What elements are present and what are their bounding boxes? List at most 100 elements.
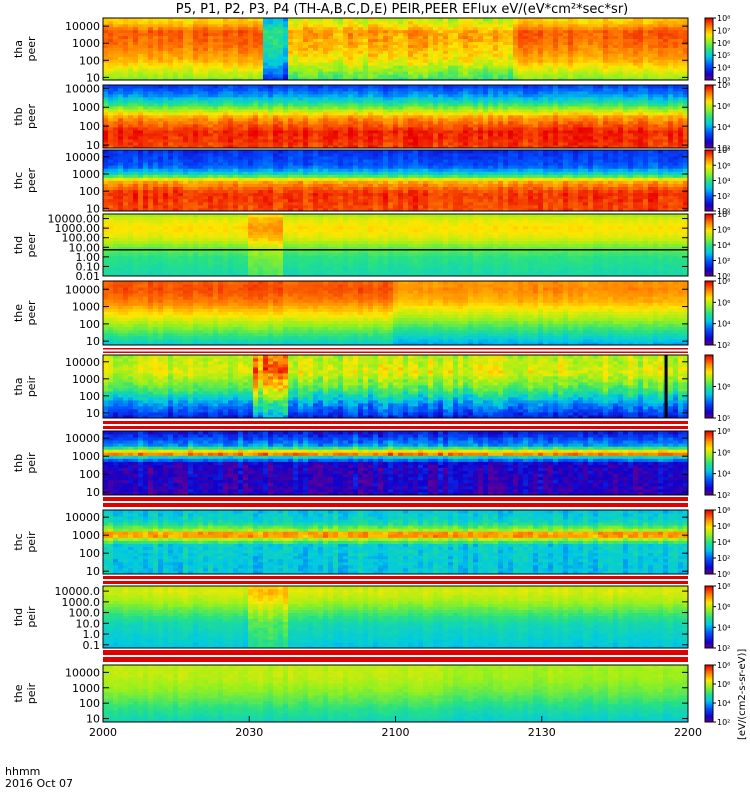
- heatmap-cell: [598, 45, 603, 48]
- heatmap-cell: [313, 124, 318, 127]
- heatmap-cell: [608, 18, 613, 21]
- heatmap-cell: [128, 139, 133, 142]
- heatmap-cell: [378, 136, 383, 139]
- heatmap-cell: [208, 30, 213, 33]
- heatmap-cell: [408, 71, 413, 74]
- heatmap-cell: [118, 112, 123, 115]
- heatmap-cell: [118, 85, 123, 88]
- heatmap-cell: [283, 68, 288, 71]
- heatmap-cell: [578, 36, 583, 39]
- heatmap-cell: [243, 45, 248, 48]
- heatmap-cell: [488, 33, 493, 36]
- heatmap-cell: [428, 124, 433, 127]
- heatmap-cell: [233, 68, 238, 71]
- heatmap-cell: [228, 33, 233, 36]
- heatmap-cell: [208, 71, 213, 74]
- heatmap-cell: [358, 112, 363, 115]
- heatmap-cell: [458, 88, 463, 91]
- heatmap-cell: [478, 68, 483, 71]
- heatmap-cell: [603, 62, 608, 65]
- heatmap-cell: [238, 65, 243, 68]
- heatmap-cell: [468, 24, 473, 27]
- heatmap-cell: [438, 36, 443, 39]
- heatmap-cell: [573, 71, 578, 74]
- heatmap-cell: [178, 136, 183, 139]
- heatmap-cell: [383, 62, 388, 65]
- heatmap-cell: [638, 97, 643, 100]
- heatmap-cell: [383, 109, 388, 112]
- heatmap-cell: [288, 45, 293, 48]
- heatmap-cell: [113, 91, 118, 94]
- heatmap-cell: [468, 136, 473, 139]
- heatmap-cell: [378, 74, 383, 77]
- heatmap-cell: [553, 21, 558, 24]
- heatmap-cell: [678, 50, 683, 53]
- heatmap-cell: [663, 85, 668, 88]
- heatmap-cells: [103, 18, 688, 80]
- heatmap-cell: [338, 59, 343, 62]
- heatmap-cell: [283, 53, 288, 56]
- heatmap-cell: [473, 45, 478, 48]
- heatmap-cell: [493, 62, 498, 65]
- heatmap-cell: [198, 53, 203, 56]
- heatmap-cell: [158, 36, 163, 39]
- heatmap-cell: [408, 124, 413, 127]
- heatmap-cell: [248, 71, 253, 74]
- heatmap-cell: [613, 68, 618, 71]
- heatmap-cell: [153, 50, 158, 53]
- heatmap-cell: [133, 106, 138, 109]
- heatmap-cell: [218, 136, 223, 139]
- heatmap-cell: [298, 88, 303, 91]
- heatmap-cell: [333, 24, 338, 27]
- heatmap-cell: [658, 65, 663, 68]
- heatmap-cell: [358, 115, 363, 118]
- heatmap-cell: [558, 85, 563, 88]
- heatmap-cell: [638, 136, 643, 139]
- heatmap-cell: [588, 136, 593, 139]
- heatmap-cell: [443, 121, 448, 124]
- heatmap-cell: [123, 59, 128, 62]
- heatmap-cell: [173, 130, 178, 133]
- heatmap-cell: [378, 27, 383, 30]
- heatmap-cell: [193, 97, 198, 100]
- heatmap-cell: [118, 33, 123, 36]
- heatmap-cell: [613, 142, 618, 145]
- heatmap-cell: [283, 136, 288, 139]
- heatmap-cell: [578, 42, 583, 45]
- heatmap-cell: [388, 118, 393, 121]
- heatmap-cell: [448, 48, 453, 51]
- heatmap-cell: [208, 65, 213, 68]
- heatmap-cell: [568, 100, 573, 103]
- heatmap-cell: [228, 68, 233, 71]
- heatmap-cell: [433, 97, 438, 100]
- heatmap-cell: [503, 27, 508, 30]
- heatmap-cell: [148, 71, 153, 74]
- heatmap-cell: [408, 21, 413, 24]
- heatmap-cell: [188, 62, 193, 65]
- heatmap-cell: [143, 33, 148, 36]
- heatmap-cell: [213, 106, 218, 109]
- heatmap-cell: [583, 36, 588, 39]
- heatmap-cell: [328, 103, 333, 106]
- heatmap-cell: [333, 133, 338, 136]
- heatmap-cell: [393, 97, 398, 100]
- heatmap-cell: [428, 62, 433, 65]
- heatmap-cell: [408, 33, 413, 36]
- heatmap-cell: [493, 59, 498, 62]
- heatmap-cell: [168, 53, 173, 56]
- heatmap-cell: [448, 85, 453, 88]
- heatmap-cell: [118, 56, 123, 59]
- heatmap-cell: [513, 127, 518, 130]
- heatmap-cell: [678, 45, 683, 48]
- heatmap-cell: [393, 65, 398, 68]
- heatmap-cell: [283, 124, 288, 127]
- heatmap-cell: [503, 133, 508, 136]
- heatmap-cell: [613, 91, 618, 94]
- heatmap-cell: [568, 133, 573, 136]
- heatmap-cell: [518, 127, 523, 130]
- heatmap-cell: [103, 45, 108, 48]
- heatmap-cell: [363, 74, 368, 77]
- heatmap-cell: [498, 68, 503, 71]
- heatmap-cell: [583, 106, 588, 109]
- heatmap-cell: [533, 53, 538, 56]
